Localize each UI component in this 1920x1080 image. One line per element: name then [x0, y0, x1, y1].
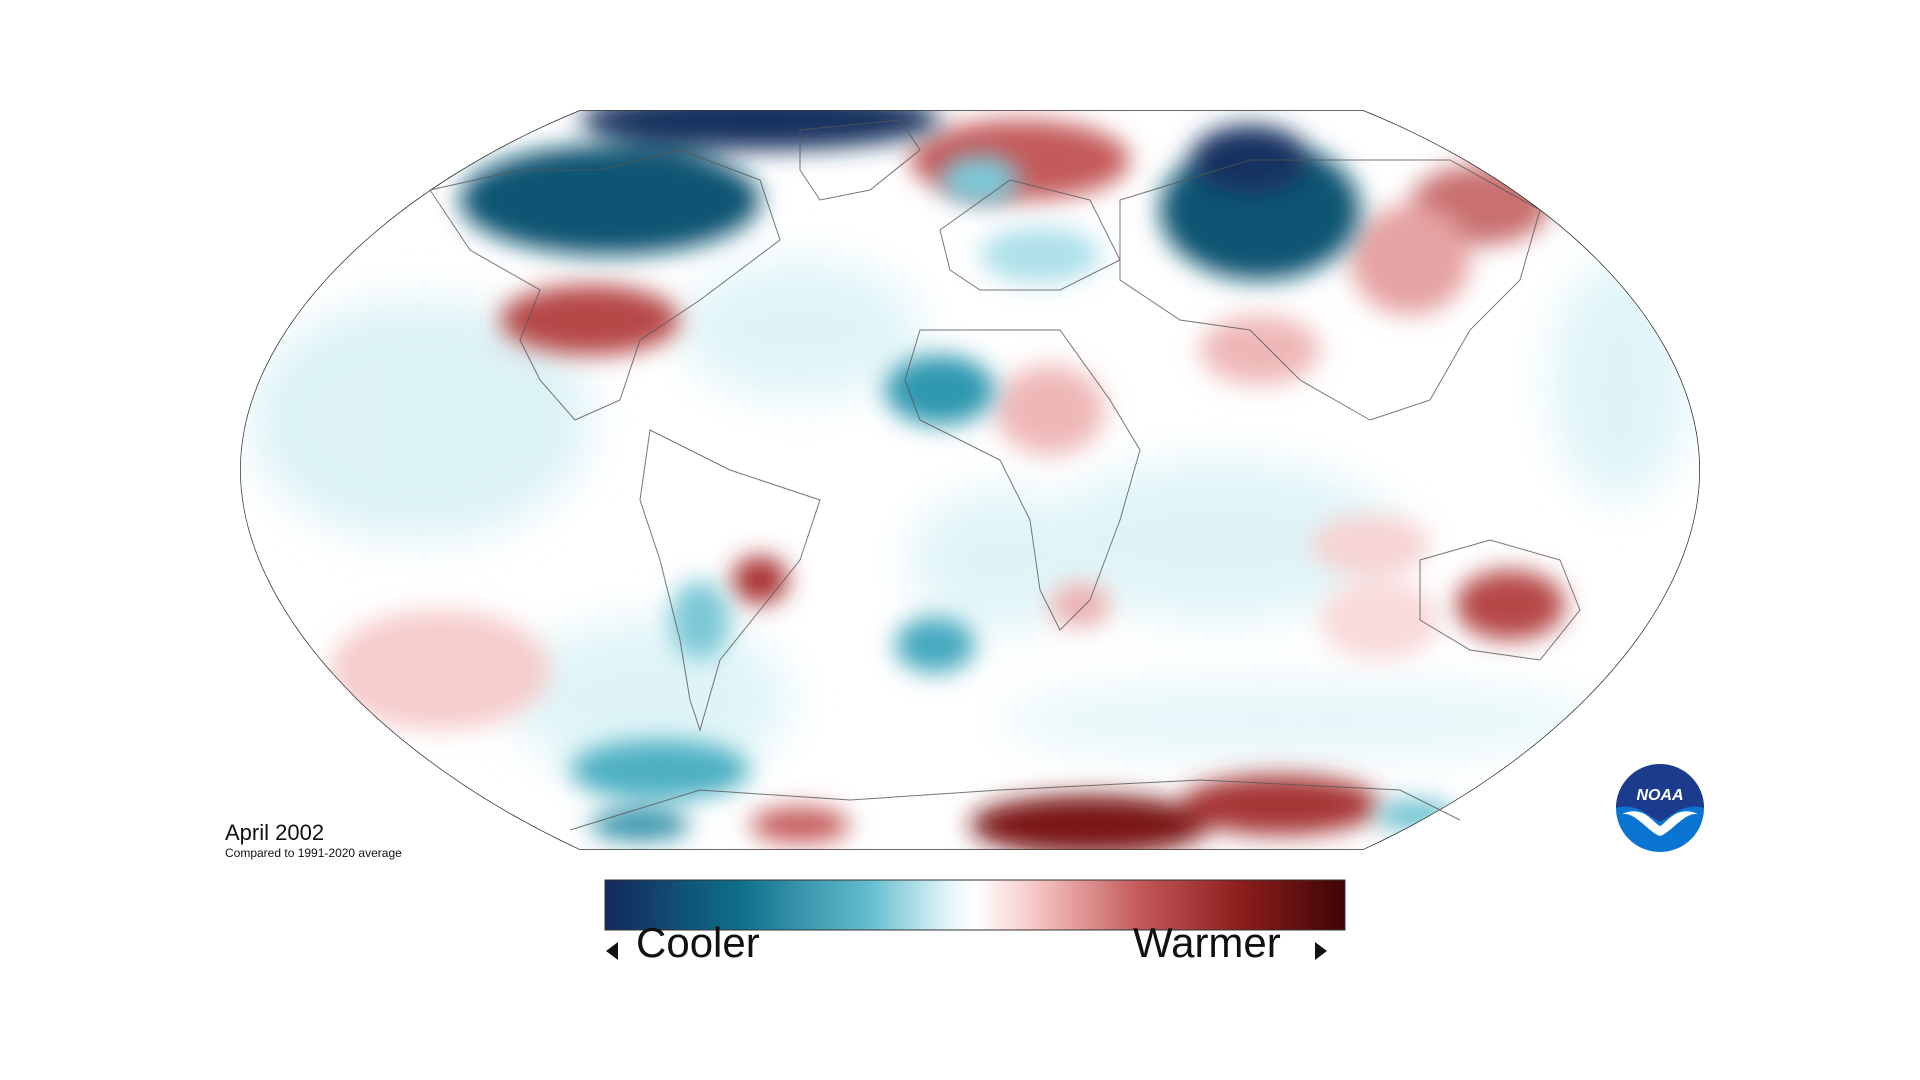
continent-outlines	[429, 119, 1581, 831]
map-caption-subtitle: Compared to 1991-2020 average	[225, 846, 402, 860]
legend-cooler-label: Cooler	[636, 919, 760, 966]
legend-colorbar	[604, 879, 1346, 931]
map-caption-title: April 2002	[225, 820, 325, 845]
left-arrow-icon	[606, 942, 618, 960]
greenland-outline	[799, 119, 921, 201]
anomaly-field	[240, 110, 1700, 850]
antarctica-outline	[569, 779, 1461, 831]
africa-outline	[904, 329, 1141, 631]
australia-outline	[1419, 539, 1581, 661]
south-america-outline	[639, 429, 821, 732]
europe-outline	[939, 179, 1121, 291]
legend-warmer-label: Warmer	[1133, 919, 1281, 966]
asia-outline	[1119, 159, 1541, 421]
noaa-logo-text: NOAA	[1636, 787, 1683, 804]
north-america-outline	[429, 149, 781, 421]
right-arrow-icon	[1315, 942, 1327, 960]
noaa-logo: NOAA	[1616, 764, 1704, 852]
